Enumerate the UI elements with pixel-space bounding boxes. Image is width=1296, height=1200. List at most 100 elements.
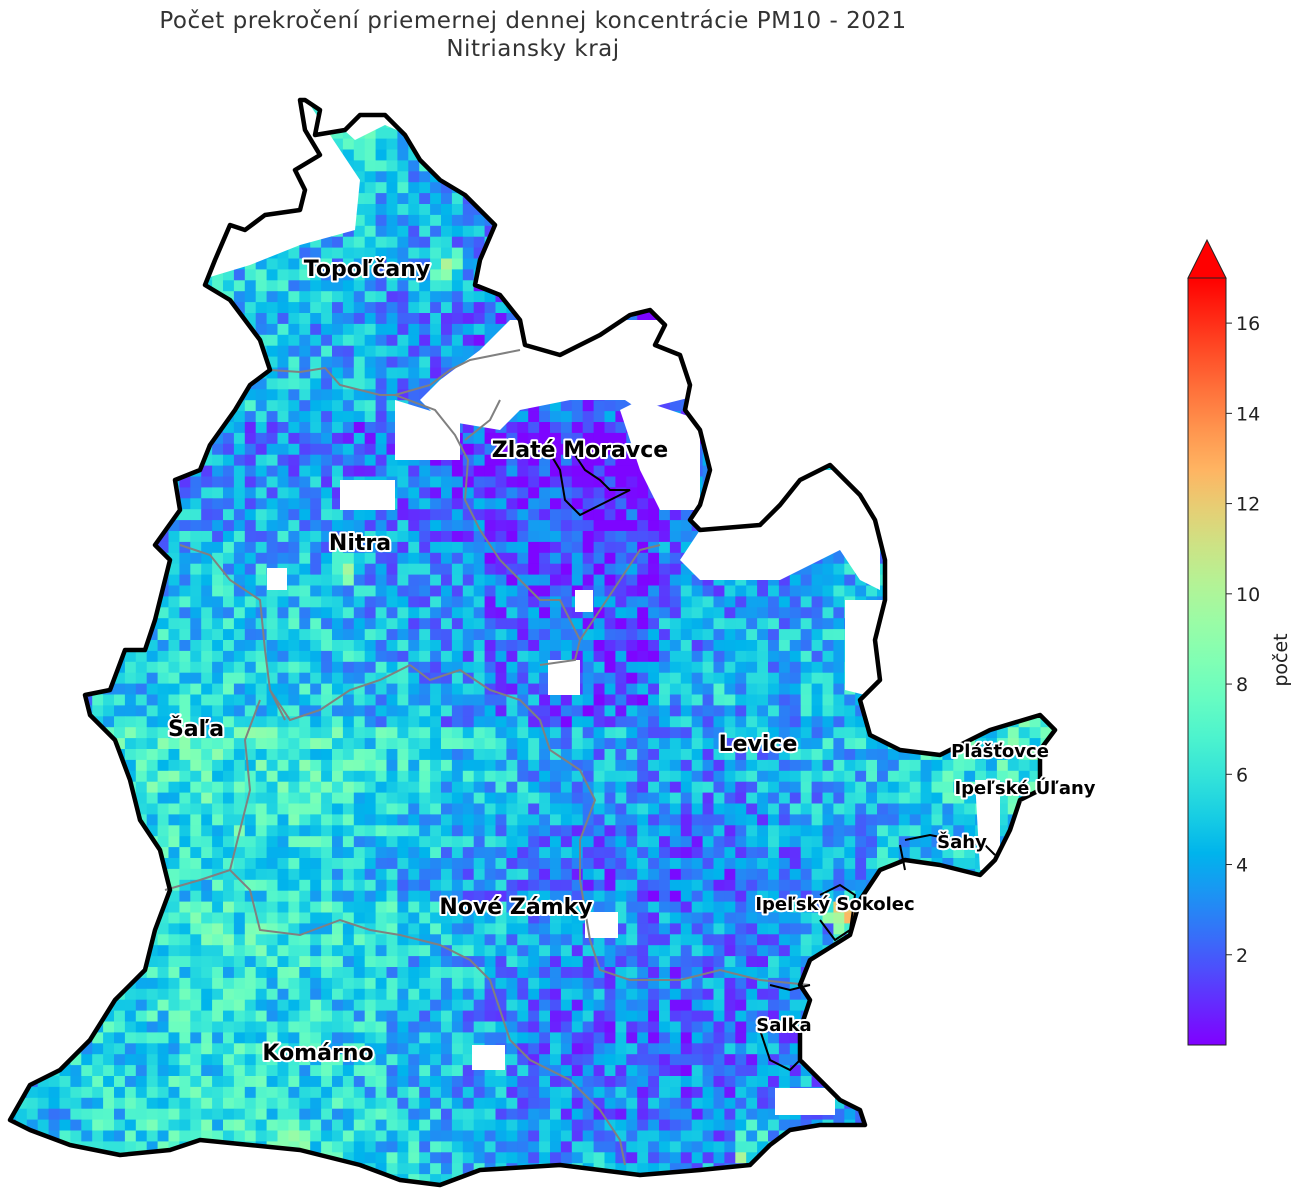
raster-cell xyxy=(746,138,758,150)
raster-cell xyxy=(996,171,1009,183)
raster-cell xyxy=(986,225,998,238)
raster-cell xyxy=(789,149,802,161)
raster-cell xyxy=(201,487,213,499)
raster-cell xyxy=(277,400,289,412)
raster-cell xyxy=(942,443,954,456)
raster-cell xyxy=(255,269,267,281)
raster-cell xyxy=(898,302,911,314)
raster-cell xyxy=(462,629,475,641)
raster-cell xyxy=(168,629,180,641)
raster-cell xyxy=(648,116,660,129)
raster-cell xyxy=(244,269,257,281)
raster-cell xyxy=(81,356,93,368)
raster-cell xyxy=(321,116,333,129)
raster-cell xyxy=(800,400,812,412)
raster-cell xyxy=(451,258,464,270)
raster-cell xyxy=(59,509,71,521)
raster-cell xyxy=(887,596,900,608)
raster-cell xyxy=(986,214,998,227)
raster-cell xyxy=(996,411,1009,423)
raster-cell xyxy=(887,127,900,139)
raster-cell xyxy=(321,422,333,434)
raster-cell xyxy=(855,182,867,194)
raster-cell xyxy=(386,214,398,227)
raster-cell xyxy=(550,400,562,412)
raster-cell xyxy=(833,618,845,630)
raster-cell xyxy=(996,378,1009,390)
raster-cell xyxy=(920,334,932,347)
raster-cell xyxy=(571,138,584,150)
raster-cell xyxy=(353,454,366,466)
raster-cell xyxy=(593,247,605,259)
raster-cell xyxy=(168,541,180,554)
raster-cell xyxy=(964,269,976,281)
raster-cell xyxy=(15,225,28,238)
raster-cell xyxy=(353,422,366,434)
raster-cell xyxy=(844,356,856,368)
raster-cell xyxy=(637,193,649,205)
raster-cell xyxy=(746,432,758,445)
raster-cell xyxy=(931,563,943,575)
raster-cell xyxy=(15,138,28,150)
raster-cell xyxy=(1029,574,1041,586)
raster-cell xyxy=(909,280,921,292)
raster-cell xyxy=(244,356,257,368)
raster-cell xyxy=(909,465,921,477)
raster-cell xyxy=(419,618,431,630)
raster-cell xyxy=(833,640,845,652)
raster-cell xyxy=(397,607,409,619)
raster-cell xyxy=(146,422,158,434)
raster-cell xyxy=(299,291,311,303)
raster-cell xyxy=(789,204,802,216)
raster-cell xyxy=(811,313,823,325)
raster-cell xyxy=(441,214,453,227)
raster-cell xyxy=(517,476,529,488)
raster-cell xyxy=(746,607,758,619)
raster-cell xyxy=(408,127,420,139)
raster-cell xyxy=(931,585,943,597)
raster-cell xyxy=(768,236,780,248)
raster-cell xyxy=(190,487,202,499)
raster-cell xyxy=(571,574,584,586)
raster-cell xyxy=(637,149,649,161)
raster-cell xyxy=(277,105,289,118)
raster-cell xyxy=(724,596,736,608)
raster-cell xyxy=(310,596,322,608)
raster-cell xyxy=(1051,160,1055,172)
raster-cell xyxy=(604,487,616,499)
raster-cell xyxy=(909,182,921,194)
raster-cell xyxy=(822,378,834,390)
map-subtitle: Nitriansky kraj xyxy=(446,36,620,62)
raster-cell xyxy=(778,258,791,270)
raster-cell xyxy=(299,498,311,510)
raster-cell xyxy=(975,509,987,521)
raster-cell xyxy=(800,225,812,238)
raster-cell xyxy=(1018,225,1030,238)
raster-cell xyxy=(124,432,137,445)
raster-cell xyxy=(517,171,529,183)
raster-cell xyxy=(680,100,693,107)
raster-cell xyxy=(855,454,867,466)
raster-cell xyxy=(1051,214,1055,227)
raster-cell xyxy=(844,563,856,575)
raster-cell xyxy=(179,100,191,107)
raster-cell xyxy=(855,334,867,347)
raster-cell xyxy=(10,520,17,532)
raster-cell xyxy=(1051,476,1055,488)
raster-cell xyxy=(550,531,562,543)
raster-cell xyxy=(233,116,246,129)
raster-cell xyxy=(659,531,671,543)
raster-cell xyxy=(909,476,921,488)
raster-cell xyxy=(462,247,475,259)
raster-cell xyxy=(1018,389,1030,401)
raster-cell xyxy=(375,258,387,270)
raster-cell xyxy=(953,138,965,150)
raster-cell xyxy=(462,585,475,597)
raster-cell xyxy=(332,105,344,118)
raster-cell xyxy=(757,356,769,368)
raster-cell xyxy=(223,204,235,216)
raster-cell xyxy=(10,171,17,183)
raster-cell xyxy=(964,193,976,205)
raster-cell xyxy=(364,100,376,107)
raster-cell xyxy=(103,193,115,205)
